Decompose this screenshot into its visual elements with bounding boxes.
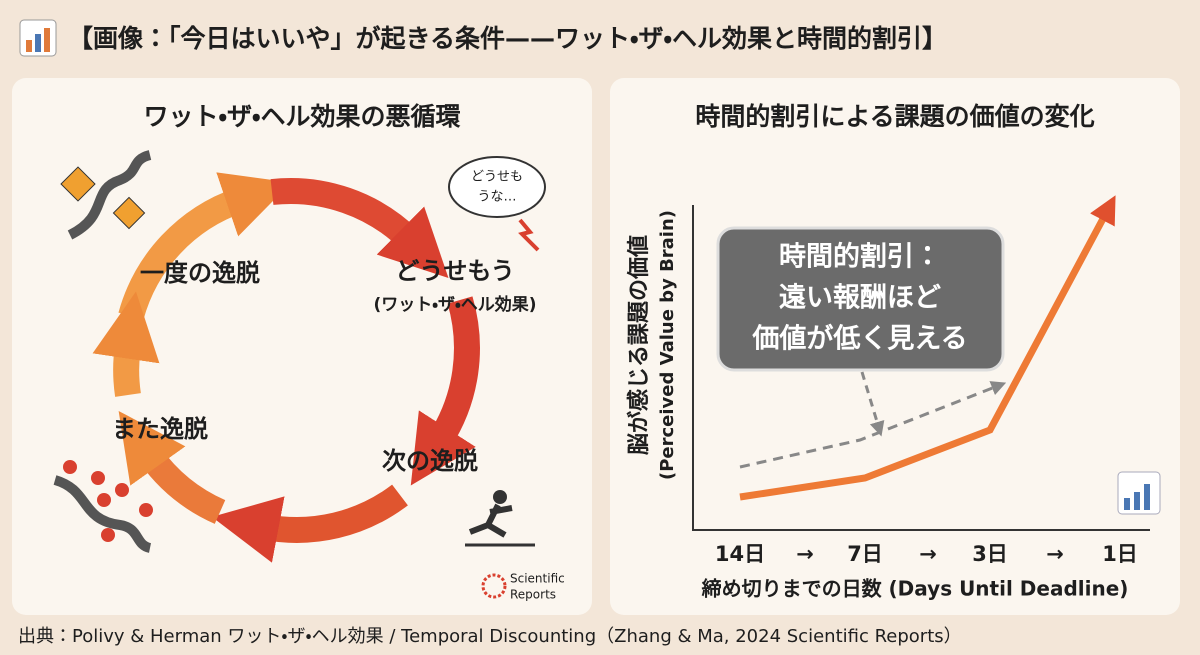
cycle-arrows [92,172,480,563]
callout-text: 遠い報酬ほど [779,283,941,314]
axes [692,205,1150,531]
pin-icon [53,460,153,553]
node-subtitle: (ワット・ザ・ヘル効果) [373,295,536,315]
road-icon [60,150,152,240]
arrow [211,484,408,563]
cycle-node: 一度の逸脱 [140,259,260,287]
callout-text: 時間的割引： [779,241,941,273]
arrow [92,291,160,397]
x-label: → [1046,542,1064,566]
cycle-node: また逸脱 [112,415,208,443]
left-title: ワット・ザ・ヘル効果の悪循環 [143,102,460,131]
fall-icon [465,490,535,547]
cycle-node: 次の逸脱 [382,447,478,475]
header-icon [19,19,57,57]
logo-mark [481,573,507,599]
y-label: 脳が感じる課題の価値 [626,235,652,455]
footer-source: 出典：Polivy & Herman ワット・ザ・ヘル効果 / Temporal… [18,626,962,647]
chart-icon [1117,471,1161,515]
x-label: → [796,542,814,566]
callout-pointer [860,371,885,437]
callout-text: 価値が低く見える [751,323,967,355]
arrow [270,178,449,278]
logo-text: Reports [510,588,556,602]
x-label: → [919,542,937,566]
right-title: 時間的割引による課題の価値の変化 [695,102,1094,131]
x-label: 3日 [972,542,1008,566]
header-title: 【画像：「今日はいいや」が起きる条件——ワット・ザ・ヘル効果と時間的割引】 [68,24,947,53]
thought-bubble [448,156,546,252]
x-labels: 14日 → 7日 → 3日 → 1日 [715,542,1138,566]
logo-text: Scientific [510,572,565,586]
x-label: 7日 [847,542,883,566]
dashed-curve [739,381,1007,469]
x-label: 14日 [715,542,765,566]
arrow [410,296,480,486]
value-curve [739,195,1116,501]
y-label: (Perceived Value by Brain) [657,210,678,480]
bubble-text: どうせも [471,170,523,185]
arrow [118,410,226,524]
x-title: 締め切りまでの日数 (Days Until Deadline) [701,577,1129,601]
cycle-node: どうせもう [395,257,514,285]
x-label: 1日 [1102,542,1138,566]
callout-box [716,226,1005,372]
bubble-text: うな… [477,190,516,205]
